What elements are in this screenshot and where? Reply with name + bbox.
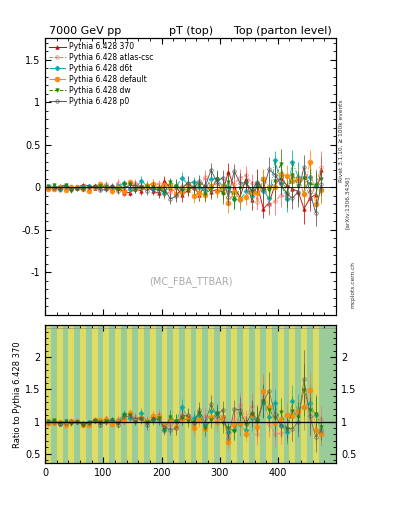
Bar bbox=[162, 325, 167, 463]
Bar bbox=[278, 325, 284, 463]
Bar bbox=[45, 325, 51, 463]
Text: 7000 GeV pp: 7000 GeV pp bbox=[49, 26, 121, 36]
Bar bbox=[255, 325, 261, 463]
Text: Rivet 3.1.10, ≥ 100k events: Rivet 3.1.10, ≥ 100k events bbox=[339, 99, 344, 182]
Text: (MC_FBA_TTBAR): (MC_FBA_TTBAR) bbox=[149, 276, 232, 287]
Title: pT (top): pT (top) bbox=[169, 26, 213, 36]
Text: mcplots.cern.ch: mcplots.cern.ch bbox=[351, 261, 356, 308]
Bar bbox=[173, 325, 179, 463]
Bar bbox=[103, 325, 109, 463]
Y-axis label: Ratio to Pythia 6.428 370: Ratio to Pythia 6.428 370 bbox=[13, 341, 22, 447]
Bar bbox=[266, 325, 272, 463]
Text: Top (parton level): Top (parton level) bbox=[234, 26, 332, 36]
Text: [arXiv:1306.3436]: [arXiv:1306.3436] bbox=[345, 176, 350, 229]
Bar bbox=[220, 325, 226, 463]
Bar bbox=[92, 325, 97, 463]
Legend: Pythia 6.428 370, Pythia 6.428 atlas-csc, Pythia 6.428 d6t, Pythia 6.428 default: Pythia 6.428 370, Pythia 6.428 atlas-csc… bbox=[48, 40, 155, 108]
Bar bbox=[196, 325, 202, 463]
Bar bbox=[185, 325, 191, 463]
Bar bbox=[290, 325, 295, 463]
Bar bbox=[80, 325, 86, 463]
Bar bbox=[208, 325, 214, 463]
Bar bbox=[127, 325, 132, 463]
Bar bbox=[138, 325, 144, 463]
Bar bbox=[57, 325, 62, 463]
Bar bbox=[68, 325, 74, 463]
Bar bbox=[150, 325, 156, 463]
Bar bbox=[115, 325, 121, 463]
Bar bbox=[301, 325, 307, 463]
Bar bbox=[231, 325, 237, 463]
Bar bbox=[243, 325, 249, 463]
Bar bbox=[313, 325, 319, 463]
